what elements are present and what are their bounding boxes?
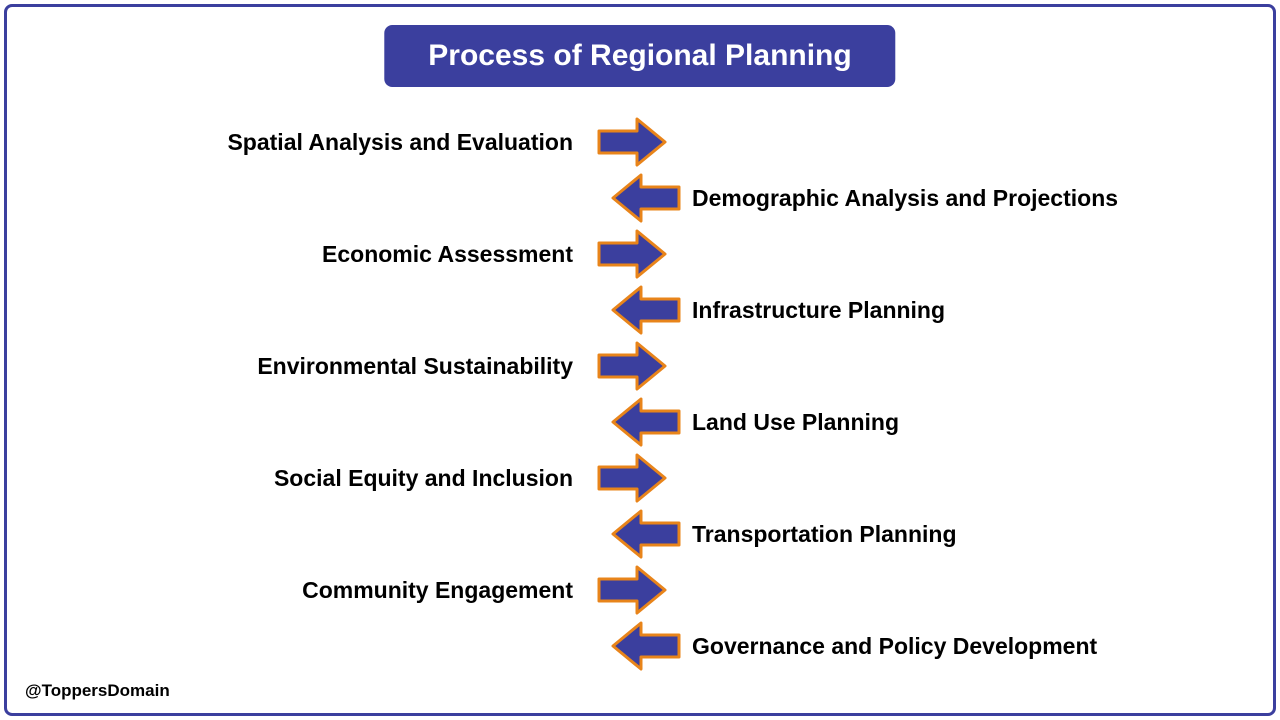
diagram-frame: Process of Regional Planning Spatial Ana…: [4, 4, 1276, 716]
item-label: Transportation Planning: [692, 521, 957, 548]
arrow-left-icon: [611, 397, 681, 447]
diagram-row: Social Equity and Inclusion: [7, 453, 1273, 509]
item-label: Community Engagement: [302, 577, 573, 604]
item-label: Economic Assessment: [322, 241, 573, 268]
diagram-content: Spatial Analysis and Evaluation Demograp…: [7, 117, 1273, 673]
item-label: Social Equity and Inclusion: [274, 465, 573, 492]
diagram-row: Demographic Analysis and Projections: [7, 173, 1273, 229]
diagram-row: Economic Assessment: [7, 229, 1273, 285]
arrow-right-icon: [597, 117, 667, 167]
item-label: Environmental Sustainability: [257, 353, 573, 380]
arrow-right-icon: [597, 453, 667, 503]
item-label: Governance and Policy Development: [692, 633, 1097, 660]
item-label: Infrastructure Planning: [692, 297, 945, 324]
item-label: Spatial Analysis and Evaluation: [227, 129, 573, 156]
arrow-right-icon: [597, 229, 667, 279]
arrow-left-icon: [611, 621, 681, 671]
diagram-row: Governance and Policy Development: [7, 621, 1273, 677]
diagram-row: Environmental Sustainability: [7, 341, 1273, 397]
arrow-left-icon: [611, 285, 681, 335]
arrow-left-icon: [611, 173, 681, 223]
diagram-row: Community Engagement: [7, 565, 1273, 621]
item-label: Demographic Analysis and Projections: [692, 185, 1118, 212]
diagram-row: Transportation Planning: [7, 509, 1273, 565]
watermark: @ToppersDomain: [25, 681, 170, 701]
diagram-row: Land Use Planning: [7, 397, 1273, 453]
diagram-row: Infrastructure Planning: [7, 285, 1273, 341]
arrow-right-icon: [597, 341, 667, 391]
item-label: Land Use Planning: [692, 409, 899, 436]
diagram-row: Spatial Analysis and Evaluation: [7, 117, 1273, 173]
diagram-title: Process of Regional Planning: [384, 25, 895, 87]
arrow-left-icon: [611, 509, 681, 559]
arrow-right-icon: [597, 565, 667, 615]
